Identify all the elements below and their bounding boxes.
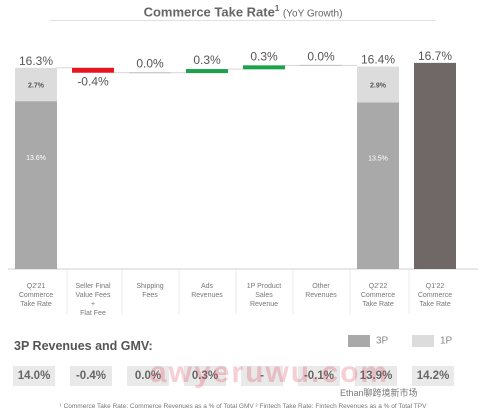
bar-segment-label: 2.7% — [28, 82, 45, 89]
legend-item-3P: 3P — [348, 335, 388, 347]
category-label: Take Rate — [419, 301, 451, 308]
gmv-value-cell: 14.2% — [412, 366, 454, 386]
top-label: 0.0% — [136, 57, 164, 71]
legend-label: 1P — [440, 335, 453, 347]
legend-label: 3P — [376, 335, 389, 347]
top-label: 16.7% — [418, 49, 452, 63]
category-label: 1P Product — [247, 283, 282, 290]
delta-bar-4 — [243, 65, 285, 70]
category-label: Take Rate — [20, 301, 52, 308]
legend-swatch — [348, 335, 370, 347]
gmv-section-title: 3P Revenues and GMV: — [14, 339, 153, 353]
category-label: Q2'21 — [27, 283, 46, 290]
category-label: Commerce — [418, 292, 452, 299]
gmv-value-cell: 0.3% — [184, 366, 226, 386]
bar-segment-label: 2.9% — [370, 82, 387, 89]
top-label: -0.4% — [77, 75, 109, 89]
bar-0-3P — [15, 101, 57, 269]
title-area: Commerce Take Rate1 (YoY Growth) — [0, 0, 486, 26]
category-label: Q1'22 — [426, 283, 445, 290]
bar-segment-label: 13.6% — [26, 155, 46, 162]
category-label: Other — [312, 283, 330, 290]
category-label: Ads — [201, 283, 214, 290]
legend-swatch — [412, 335, 434, 347]
legend-item-1P: 1P — [412, 335, 452, 347]
category-label: Fees — [142, 292, 158, 299]
category-label: Commerce — [361, 292, 395, 299]
delta-bar-5 — [300, 64, 342, 66]
gmv-value-cell: 0.0% — [127, 366, 169, 386]
category-label: Seller Final — [75, 283, 110, 290]
bar-segment-label: 13.5% — [368, 156, 388, 163]
category-label: Revenues — [191, 292, 223, 299]
top-label: 0.3% — [193, 53, 221, 67]
gmv-value-cell: 14.0% — [13, 366, 55, 386]
category-label: Shipping — [136, 283, 163, 290]
category-label: Take Rate — [362, 301, 394, 308]
category-label: Q2'22 — [369, 283, 388, 290]
category-label: Commerce — [19, 292, 53, 299]
gmv-value-cell: -0.4% — [70, 366, 112, 386]
top-label: 16.4% — [361, 53, 395, 67]
watermark: awyeruwu.com — [150, 356, 390, 389]
top-label: 0.0% — [307, 49, 335, 63]
chart-title: Commerce Take Rate1 (YoY Growth) — [135, 3, 351, 19]
watermark-credit: Ethan聊跨境新市场 — [340, 388, 418, 398]
category-label: Sales — [255, 292, 273, 299]
bar-6-3P — [357, 102, 399, 269]
delta-bar-2 — [129, 72, 171, 74]
gmv-value-cell: 13.9% — [355, 366, 397, 386]
title-rule — [50, 20, 436, 21]
delta-bar-1 — [72, 67, 114, 73]
category-label: Revenue — [250, 301, 278, 308]
bar-7-total — [414, 62, 456, 270]
footnote: ¹ Commerce Take Rate: Commerce Revenues … — [59, 403, 427, 410]
gmv-value-cell: - — [241, 366, 283, 386]
bar-6-1P — [357, 66, 399, 103]
category-label: Flat Fee — [80, 310, 106, 317]
category-label: + — [91, 301, 95, 308]
gmv-value-cell: -0.1% — [298, 366, 340, 386]
category-label: Revenues — [305, 292, 337, 299]
delta-bar-3 — [186, 69, 228, 74]
category-label: Value Fees — [76, 292, 111, 299]
top-label: 16.3% — [19, 54, 53, 68]
bar-0-1P — [15, 67, 57, 102]
top-label: 0.3% — [250, 49, 278, 63]
waterfall-chart: 13.6% 2.7% 13.5% 2.9% 16.3% -0.4% 0.0% 0.3% 0.3%… — [8, 49, 478, 317]
